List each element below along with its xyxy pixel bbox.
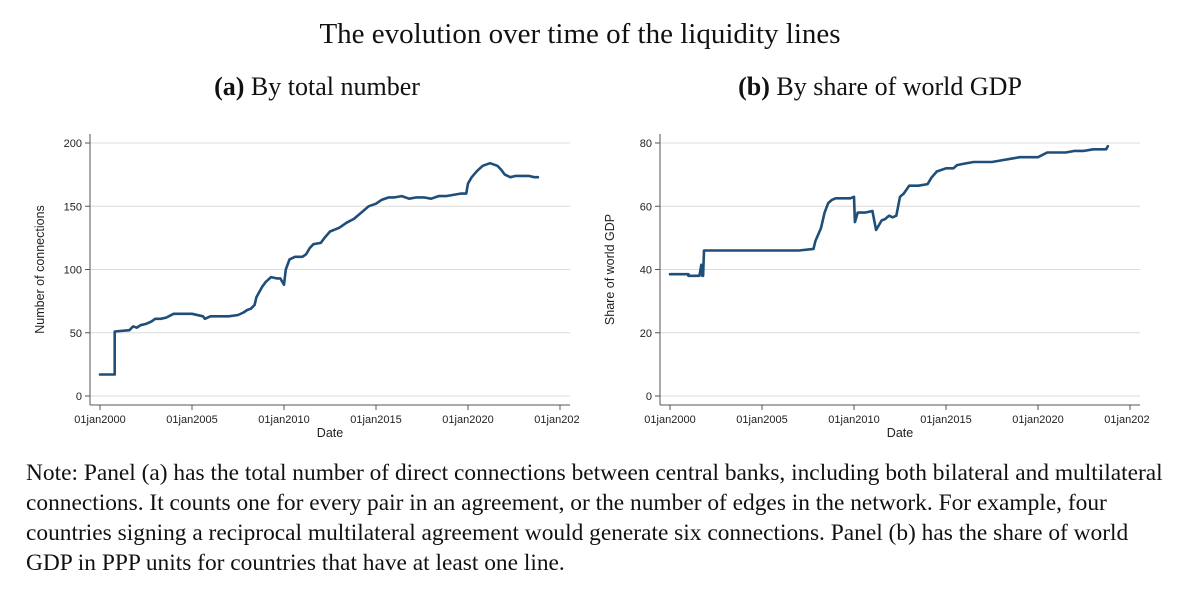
- y-tick-label: 100: [64, 265, 82, 277]
- panel-b-tag: (b): [738, 72, 770, 101]
- y-tick-label: 50: [70, 328, 82, 340]
- panel-a-title: (a) By total number: [92, 72, 542, 102]
- y-tick-label: 0: [646, 391, 652, 403]
- x-axis-label: Date: [887, 426, 913, 440]
- panel-b-title: (b) By share of world GDP: [655, 72, 1105, 102]
- y-tick-label: 20: [640, 328, 652, 340]
- figure-note: Note: Panel (a) has the total number of …: [26, 460, 1163, 576]
- series-line: [98, 161, 540, 376]
- y-tick-label: 60: [640, 201, 652, 213]
- series-line: [668, 144, 1110, 278]
- x-tick-label: 01jan2025: [1104, 414, 1150, 426]
- y-tick-label: 80: [640, 138, 652, 150]
- x-tick-label: 01jan2010: [828, 414, 879, 426]
- y-tick-label: 200: [64, 138, 82, 150]
- x-tick-label: 01jan2005: [736, 414, 787, 426]
- figure-title: The evolution over time of the liquidity…: [319, 18, 841, 50]
- panel-a-label: By total number: [250, 72, 420, 101]
- chart-a: 0 50 100 150 200 01jan2000 01jan2005 01jan2010 0…: [33, 134, 580, 440]
- x-tick-label: 01jan2015: [350, 414, 401, 426]
- x-tick-label: 01jan2020: [1012, 414, 1063, 426]
- y-axis-label: Number of connections: [33, 205, 47, 334]
- panel-b-label: By share of world GDP: [776, 72, 1022, 101]
- y-tick-label: 40: [640, 265, 652, 277]
- y-axis-label: Share of world GDP: [603, 214, 617, 325]
- x-tick-label: 01jan2000: [644, 414, 695, 426]
- x-tick-label: 01jan2015: [920, 414, 971, 426]
- chart-b: 0 20 40 60 80 01jan2000 01jan2005 01jan2010 01ja…: [603, 134, 1150, 440]
- x-tick-label: 01jan2005: [166, 414, 217, 426]
- x-tick-label: 01jan2025: [534, 414, 580, 426]
- y-tick-label: 0: [76, 391, 82, 403]
- x-tick-label: 01jan2010: [258, 414, 309, 426]
- x-axis-label: Date: [317, 426, 343, 440]
- panel-a-tag: (a): [214, 72, 245, 101]
- x-tick-label: 01jan2000: [74, 414, 125, 426]
- y-tick-label: 150: [64, 201, 82, 213]
- x-tick-label: 01jan2020: [442, 414, 493, 426]
